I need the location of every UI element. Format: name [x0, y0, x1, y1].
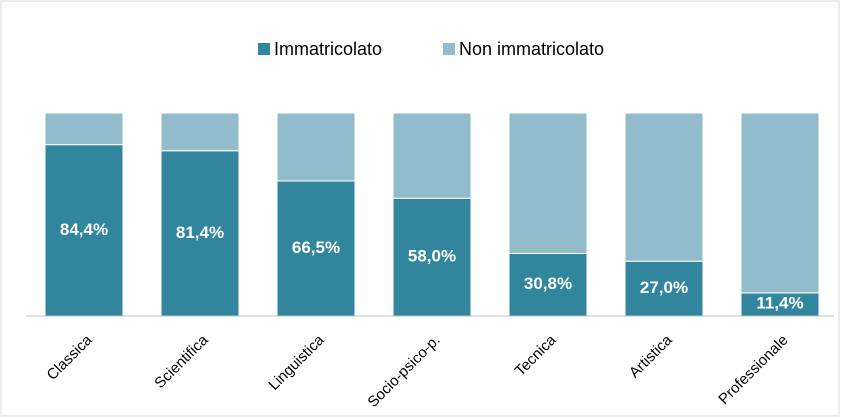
- legend-swatch: [258, 43, 270, 55]
- x-tick-label: Professionale: [715, 332, 791, 408]
- bar-segment: [740, 112, 820, 294]
- value-label: 66,5%: [292, 238, 340, 257]
- legend-label: Immatricolato: [274, 39, 382, 59]
- bar-segment: [624, 112, 704, 262]
- value-label: 11,4%: [756, 293, 803, 312]
- x-tick-label: Socio-psico-p.: [364, 332, 443, 411]
- x-tick-label: Scientifica: [151, 331, 212, 392]
- x-tick-label: Artistica: [626, 331, 676, 381]
- value-label: 58,0%: [408, 247, 456, 266]
- legend-swatch: [443, 43, 455, 55]
- bar-segment: [160, 150, 240, 317]
- value-label: 30,8%: [524, 274, 572, 293]
- value-label: 27,0%: [640, 278, 688, 297]
- bar-segment: [392, 112, 472, 199]
- x-tick-label: Linguistica: [265, 331, 328, 394]
- bar-segment: [44, 112, 124, 146]
- bar-segment: [276, 112, 356, 182]
- value-label: 81,4%: [176, 223, 224, 242]
- legend-label: Non immatricolato: [459, 39, 604, 59]
- value-label: 84,4%: [60, 220, 108, 239]
- bar-segment: [624, 260, 704, 317]
- bar-segment: [160, 112, 240, 152]
- bar-segment: [392, 197, 472, 317]
- x-tick-label: Classica: [44, 331, 97, 384]
- bar-segment: [508, 112, 588, 254]
- x-tick-label: Tecnica: [512, 331, 560, 379]
